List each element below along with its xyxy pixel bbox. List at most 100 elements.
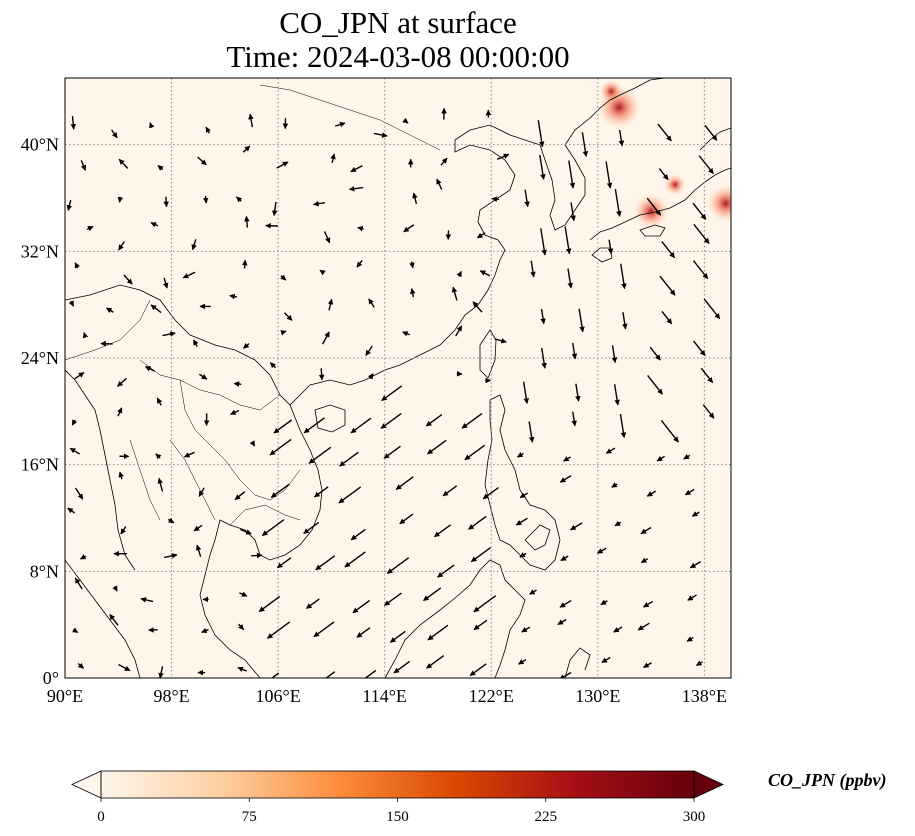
wind-arrow <box>367 373 374 380</box>
wind-arrow <box>201 627 209 634</box>
wind-arrow <box>116 377 127 387</box>
wind-arrow <box>661 241 676 259</box>
wind-arrow <box>323 231 331 244</box>
wind-arrow <box>182 271 196 279</box>
wind-arrow <box>193 524 203 532</box>
wind-arrow <box>472 301 483 313</box>
wind-arrow <box>541 347 547 369</box>
wind-arrow <box>157 164 164 171</box>
wind-arrow <box>271 201 278 217</box>
lat-tick-label: 8°N <box>30 561 59 581</box>
wind-arrow <box>155 453 162 460</box>
wind-arrow <box>77 662 84 669</box>
wind-arrow <box>570 522 583 531</box>
wind-arrow <box>357 225 364 232</box>
wind-arrow <box>660 420 679 443</box>
figure-title: CO_JPN at surface Time: 2024-03-08 00:00… <box>0 6 796 74</box>
wind-arrow <box>409 261 415 269</box>
wind-arrow <box>412 192 418 204</box>
wind-arrow <box>106 307 114 314</box>
wind-arrow <box>518 658 527 665</box>
wind-arrow <box>684 488 695 496</box>
hotspot-1 <box>633 193 669 230</box>
wind-arrow <box>280 274 287 281</box>
wind-arrow <box>689 561 701 569</box>
wind-arrow <box>193 339 199 348</box>
wind-arrow <box>118 471 124 480</box>
wind-arrow <box>530 260 536 278</box>
wind-arrow <box>571 342 578 360</box>
wind-arrow <box>240 528 252 535</box>
wind-arrow <box>350 528 366 541</box>
wind-arrow <box>491 196 500 202</box>
wind-arrow <box>123 274 133 285</box>
wind-arrow <box>640 557 649 564</box>
wind-arrow <box>198 487 205 497</box>
wind-arrow <box>276 161 289 169</box>
wind-arrow <box>600 599 608 606</box>
wind-arrow <box>313 621 335 638</box>
wind-arrow <box>563 456 571 462</box>
longitude-ticks: 90°E 98°E 106°E 114°E 122°E 130°E 138°E <box>47 686 727 706</box>
wind-arrow <box>695 660 703 667</box>
wind-arrow <box>80 554 87 560</box>
wind-arrow <box>479 270 491 277</box>
map-area <box>65 78 731 678</box>
wind-arrow <box>251 552 263 559</box>
wind-arrow <box>640 526 652 535</box>
wind-arrow <box>383 445 401 459</box>
wind-arrow <box>350 165 363 173</box>
wind-arrow <box>613 626 623 633</box>
wind-arrow <box>597 547 607 554</box>
wind-arrow <box>163 196 169 208</box>
wind-arrow <box>646 197 662 216</box>
wind-arrow <box>693 223 710 245</box>
wind-arrow <box>436 178 443 190</box>
colorbar-label: CO_JPN (ppbv) <box>768 770 887 790</box>
wind-arrow <box>643 600 654 608</box>
wind-arrow <box>303 521 320 535</box>
wind-arrow <box>698 155 714 175</box>
wind-arrow <box>109 614 119 626</box>
wind-arrow <box>273 419 293 434</box>
wind-arrow <box>205 126 211 134</box>
colorbar-tick-label: 300 <box>683 809 706 825</box>
wind-arrow <box>560 555 569 562</box>
wind-arrow <box>437 564 455 578</box>
wind-arrow <box>162 331 176 337</box>
wind-arrow <box>82 332 89 339</box>
wind-arrow <box>344 551 366 568</box>
wind-arrow <box>564 226 572 255</box>
wind-arrow <box>607 239 614 255</box>
wind-arrow <box>238 623 245 631</box>
wind-arrow <box>350 417 372 434</box>
wind-arrow <box>473 595 497 613</box>
hotspot-4 <box>599 79 623 104</box>
hotspot-2 <box>706 184 731 223</box>
wind-arrow <box>649 346 661 361</box>
lon-tick-label: 106°E <box>256 686 301 706</box>
coastlines <box>65 78 731 678</box>
wind-arrow <box>313 486 329 498</box>
wind-arrow <box>150 222 159 228</box>
wind-arrow <box>335 121 346 128</box>
wind-arrow <box>575 383 581 402</box>
lon-tick-label: 130°E <box>575 686 620 706</box>
wind-arrow <box>243 342 250 349</box>
wind-arrow <box>399 513 414 525</box>
wind-arrow <box>157 477 164 492</box>
wind-arrow <box>198 373 208 380</box>
wind-arrow <box>468 515 487 530</box>
wind-arrow <box>249 440 256 447</box>
wind-arrow <box>393 660 411 674</box>
wind-arrow <box>67 507 76 514</box>
wind-arrow <box>237 666 247 673</box>
wind-arrow <box>620 263 627 290</box>
wind-arrow <box>403 224 415 233</box>
wind-arrow <box>661 311 673 325</box>
wind-arrow <box>692 202 707 220</box>
wind-arrow <box>338 486 362 504</box>
colorbar: 0 75 150 225 300 <box>71 770 724 825</box>
title-line-2: Time: 2024-03-08 00:00:00 <box>226 39 570 74</box>
wind-arrow <box>537 120 545 148</box>
